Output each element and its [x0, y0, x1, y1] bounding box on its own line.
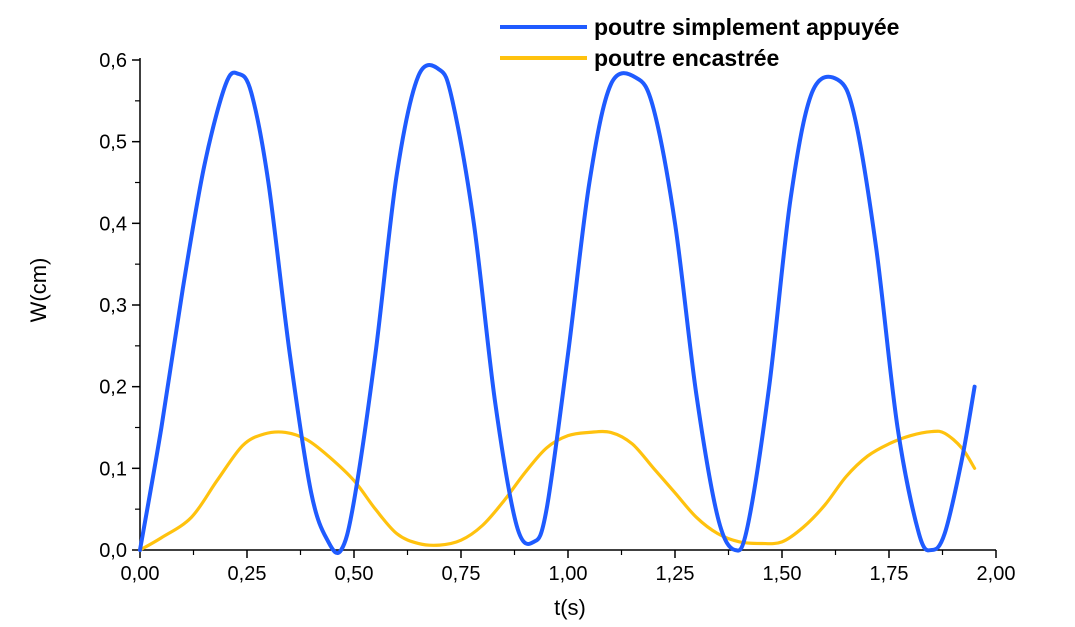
x-tick-label: 0,75	[442, 563, 481, 585]
series-line-poutre-encastree	[138, 429, 977, 552]
x-tick-label: 0,50	[335, 563, 374, 585]
legend-label: poutre simplement appuyée	[594, 14, 899, 40]
y-tick-label: 0,6	[99, 50, 127, 72]
y-tick-label: 0,0	[99, 540, 127, 562]
legend-label: poutre encastrée	[594, 45, 779, 71]
x-tick-label: 1,50	[763, 563, 802, 585]
x-tick-label: 0,00	[121, 563, 160, 585]
axes: 0,00 0,25 0,50 0,75 1,00 1,25 1,50 1,75 2,00 0,0 0…	[99, 50, 1015, 585]
y-tick-label: 0,2	[99, 377, 127, 399]
plot-lines	[138, 63, 977, 555]
x-axis-title: t(s)	[554, 595, 586, 620]
series-line-poutre-simplement-appuyee	[138, 63, 977, 555]
x-tick-label: 1,00	[549, 563, 588, 585]
y-tick-label: 0,5	[99, 132, 127, 154]
x-tick-label: 1,25	[656, 563, 695, 585]
y-tick-label: 0,3	[99, 295, 127, 317]
y-tick-label: 0,4	[99, 213, 127, 235]
x-tick-label: 0,25	[228, 563, 267, 585]
x-tick-label: 1,75	[870, 563, 909, 585]
legend: poutre simplement appuyée poutre encastré…	[500, 14, 899, 71]
x-tick-label: 2,00	[977, 563, 1016, 585]
y-axis-title: W(cm)	[26, 258, 51, 323]
y-tick-label: 0,1	[99, 458, 127, 480]
